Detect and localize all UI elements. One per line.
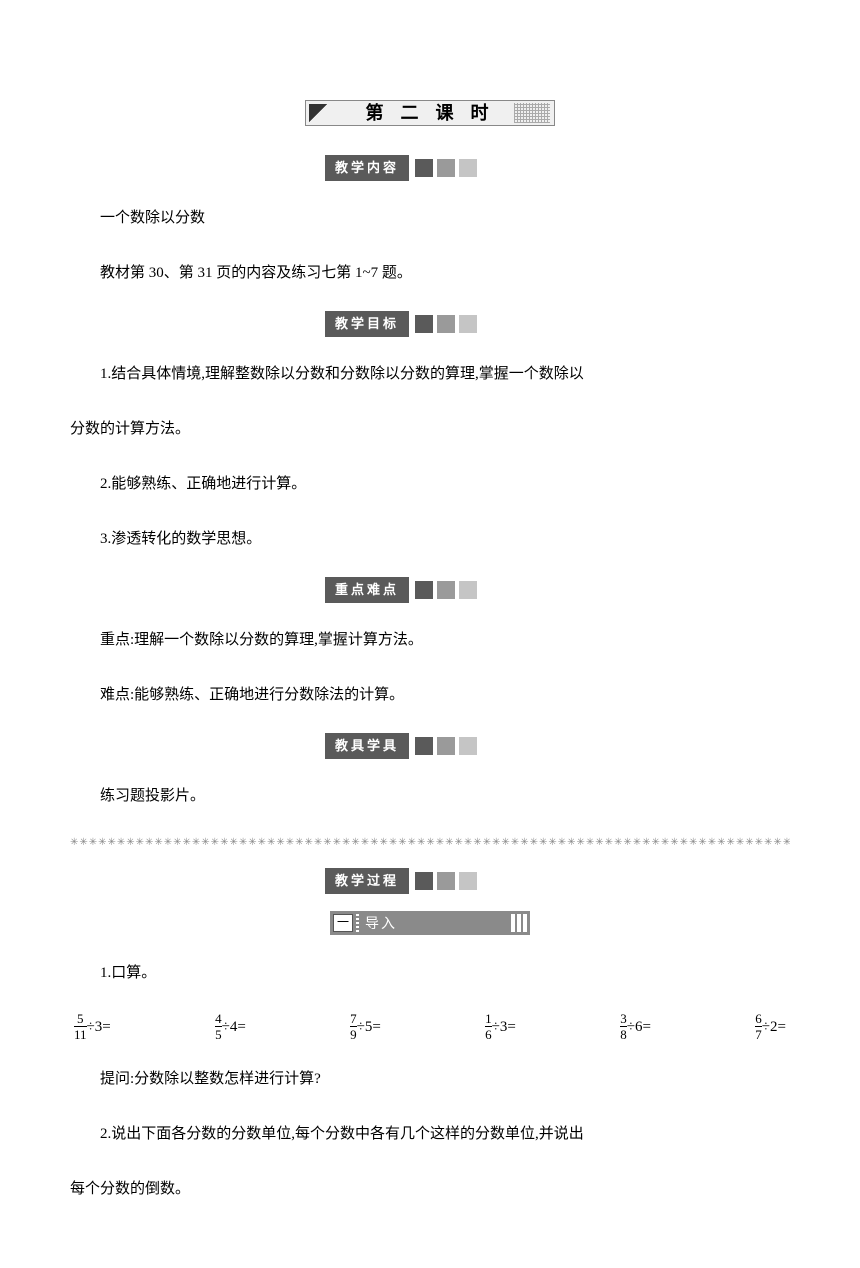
sub-banner-divider-icon xyxy=(356,914,359,932)
section-label: 教具学具 xyxy=(325,733,409,760)
section-header-process: 教学过程 xyxy=(325,869,535,893)
sub-banner-bars-icon xyxy=(511,914,527,932)
sub-banner-intro: 一 导入 xyxy=(330,911,530,935)
exercise-2b: 每个分数的倒数。 xyxy=(70,1173,790,1206)
section-boxes-icon xyxy=(415,315,477,333)
section-header-tools: 教具学具 xyxy=(325,734,535,758)
objective-1: 1.结合具体情境,理解整数除以分数和分数除以分数的算理,掌握一个数除以 xyxy=(70,358,790,391)
exercise-2a: 2.说出下面各分数的分数单位,每个分数中各有几个这样的分数单位,并说出 xyxy=(70,1118,790,1151)
section-label: 教学目标 xyxy=(325,311,409,338)
section-boxes-icon xyxy=(415,159,477,177)
keypoint-text: 重点:理解一个数除以分数的算理,掌握计算方法。 xyxy=(70,624,790,657)
section-label: 教学过程 xyxy=(325,868,409,895)
exercise-1-question: 提问:分数除以整数怎样进行计算? xyxy=(70,1063,790,1096)
difficulty-text: 难点:能够熟练、正确地进行分数除法的计算。 xyxy=(70,679,790,712)
lesson-title-banner: 第 二 课 时 xyxy=(305,100,555,126)
section-label: 教学内容 xyxy=(325,155,409,182)
section-boxes-icon xyxy=(415,872,477,890)
math-item: 511÷3= xyxy=(74,1012,111,1041)
sub-banner-label: 导入 xyxy=(365,912,397,934)
objective-2: 2.能够熟练、正确地进行计算。 xyxy=(70,468,790,501)
section-header-content: 教学内容 xyxy=(325,156,535,180)
section-label: 重点难点 xyxy=(325,577,409,604)
math-item: 79÷5= xyxy=(350,1012,381,1041)
math-item: 16÷3= xyxy=(485,1012,516,1041)
exercise-1-label: 1.口算。 xyxy=(70,957,790,990)
material-text: 教材第 30、第 31 页的内容及练习七第 1~7 题。 xyxy=(70,257,790,290)
fraction-exercise-row: 511÷3= 45÷4= 79÷5= 16÷3= 38÷6= 67÷2= xyxy=(70,1012,790,1041)
banner-dots-icon xyxy=(514,103,550,123)
banner-corner-icon xyxy=(309,104,327,122)
sub-banner-number: 一 xyxy=(333,914,353,932)
math-item: 45÷4= xyxy=(215,1012,246,1041)
section-boxes-icon xyxy=(415,737,477,755)
topic-text: 一个数除以分数 xyxy=(70,202,790,235)
objective-1-cont: 分数的计算方法。 xyxy=(70,413,790,446)
tools-text: 练习题投影片。 xyxy=(70,780,790,813)
math-item: 38÷6= xyxy=(620,1012,651,1041)
section-header-keypoints: 重点难点 xyxy=(325,578,535,602)
section-boxes-icon xyxy=(415,581,477,599)
section-header-objectives: 教学目标 xyxy=(325,312,535,336)
objective-3: 3.渗透转化的数学思想。 xyxy=(70,523,790,556)
math-item: 67÷2= xyxy=(755,1012,786,1041)
star-separator: ✳✳✳✳✳✳✳✳✳✳✳✳✳✳✳✳✳✳✳✳✳✳✳✳✳✳✳✳✳✳✳✳✳✳✳✳✳✳✳✳… xyxy=(70,835,790,851)
